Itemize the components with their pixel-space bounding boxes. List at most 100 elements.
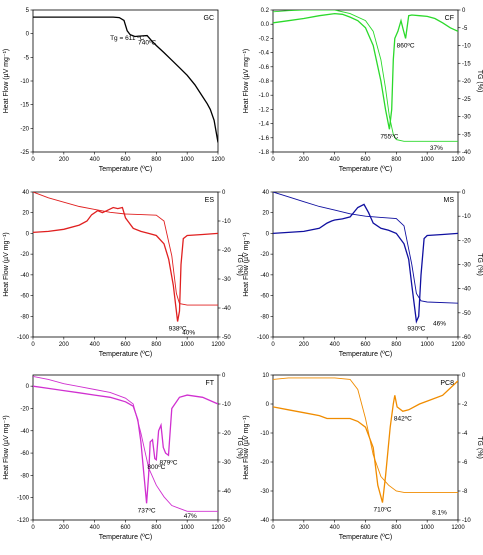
- y-tick-label: -0.2: [259, 36, 270, 42]
- y2-tick-label: -2: [462, 402, 468, 408]
- annotation-label: 755ºC: [380, 133, 398, 140]
- heat-flow-curve: [273, 12, 458, 130]
- panel-label: CF: [445, 15, 454, 22]
- y2-tick-label: -30: [222, 277, 231, 283]
- y2-tick-label: -8: [462, 489, 468, 495]
- x-tick-label: 600: [360, 525, 371, 531]
- y-tick-label: 10: [262, 373, 269, 379]
- panel-label: FT: [205, 380, 214, 387]
- y-tick-label: -60: [260, 294, 269, 300]
- y-axis-label: Heat Flow (µV mg⁻¹): [3, 49, 10, 114]
- panel-label: MS: [444, 197, 455, 204]
- x-tick-label: 1200: [451, 525, 465, 531]
- x-tick-label: 0: [271, 342, 275, 348]
- annotation-label: 930ºC: [407, 325, 425, 332]
- x-tick-label: 600: [120, 157, 131, 163]
- x-tick-label: 1200: [211, 157, 225, 163]
- x-tick-label: 1200: [451, 342, 465, 348]
- panel-label: GC: [204, 15, 215, 22]
- y2-axis-label: TG (%): [476, 70, 483, 93]
- y2-tick-label: -25: [462, 97, 471, 103]
- y-axis-label: Heat Flow (µV mg⁻¹): [243, 49, 250, 114]
- x-axis-label: Temperature (ºC): [339, 166, 393, 173]
- y2-tick-label: -20: [462, 79, 471, 85]
- panel-cf: 0 200 400 600 800 1000 1200 0.2 0.0 -0.2 -0.4 -0.6 -…: [243, 8, 483, 173]
- y2-tick-label: -40: [222, 306, 231, 312]
- y-axis-label: Heat Flow (µV mg⁻¹): [3, 415, 10, 480]
- y-tick-label: -25: [20, 150, 29, 156]
- y-tick-label: -40: [260, 518, 269, 524]
- tg-curve: [273, 377, 458, 493]
- annotation-label: Tg = 611 ºC: [110, 35, 145, 42]
- x-tick-label: 200: [59, 157, 70, 163]
- y-tick-label: 0: [26, 384, 30, 390]
- panel-ft: 0 200 400 600 800 1000 12000-20-40-60-80-100-1…: [3, 373, 243, 541]
- y-tick-label: 0.2: [261, 8, 270, 14]
- y2-axis-label: TG (%): [236, 436, 243, 459]
- y-tick-label: -10: [20, 79, 29, 85]
- x-tick-label: 600: [360, 157, 371, 163]
- panel-ms: 0 200 400 600 800 1000 120040200-20-40-60-80-1…: [243, 190, 483, 358]
- heat-flow-curve: [273, 380, 458, 503]
- x-tick-label: 800: [151, 157, 162, 163]
- plot-frame: [272, 9, 459, 153]
- x-tick-label: 800: [151, 342, 162, 348]
- annotation-label: 860ºC: [397, 42, 415, 49]
- y-tick-label: -1.0: [259, 93, 270, 99]
- annotation-label: 737ºC: [138, 507, 156, 514]
- y-tick-label: 5: [26, 8, 30, 14]
- y-axis-label: Heat Flow (µV mg⁻¹): [243, 415, 250, 480]
- y-tick-label: 20: [262, 211, 269, 217]
- y2-axis-label: TG (%): [476, 253, 483, 276]
- y-tick-label: 40: [262, 190, 269, 196]
- x-tick-label: 600: [120, 342, 131, 348]
- y2-tick-label: -30: [222, 460, 231, 466]
- y-tick-label: -1.2: [259, 107, 270, 113]
- y2-tick-label: -50: [222, 335, 231, 341]
- tg-curve: [273, 10, 458, 142]
- y-tick-label: -40: [260, 273, 269, 279]
- x-tick-label: 1000: [420, 525, 434, 531]
- tg-curve: [33, 375, 218, 512]
- y2-tick-label: -10: [222, 402, 231, 408]
- annotation-label: 740ºC: [138, 40, 156, 47]
- y-tick-label: 0: [266, 231, 270, 237]
- y-tick-label: 20: [22, 211, 29, 217]
- y2-tick-label: -4: [462, 431, 468, 437]
- y2-tick-label: -10: [462, 518, 471, 524]
- plot-frame: [32, 374, 219, 521]
- y-tick-label: -80: [20, 314, 29, 320]
- y-tick-label: -80: [260, 314, 269, 320]
- y-tick-label: -60: [20, 294, 29, 300]
- annotation-label: 842ºC: [394, 415, 412, 422]
- y2-tick-label: -50: [222, 518, 231, 524]
- x-tick-label: 400: [330, 157, 341, 163]
- x-tick-label: 400: [90, 157, 101, 163]
- x-tick-label: 1200: [451, 157, 465, 163]
- y-tick-label: -5: [24, 55, 30, 61]
- y2-tick-label: -40: [462, 287, 471, 293]
- y-tick-label: -15: [20, 103, 29, 109]
- x-tick-label: 200: [299, 525, 310, 531]
- x-tick-label: 200: [59, 342, 70, 348]
- y2-tick-label: -20: [462, 238, 471, 244]
- annotation-label: 47%: [184, 513, 197, 520]
- y2-tick-label: -5: [462, 26, 468, 32]
- y-tick-label: -60: [20, 451, 29, 457]
- tg-curve: [33, 192, 218, 306]
- y-tick-label: -30: [260, 489, 269, 495]
- y2-tick-label: -6: [462, 460, 468, 466]
- y-tick-label: -100: [17, 335, 30, 341]
- x-tick-label: 800: [151, 525, 162, 531]
- y2-axis-label: TG (%): [236, 253, 243, 276]
- x-tick-label: 1000: [420, 157, 434, 163]
- y-tick-label: -20: [20, 126, 29, 132]
- x-tick-label: 0: [271, 157, 275, 163]
- y-tick-label: -20: [20, 252, 29, 258]
- y-tick-label: -1.4: [259, 122, 270, 128]
- x-tick-label: 1200: [211, 342, 225, 348]
- y2-tick-label: -20: [222, 431, 231, 437]
- x-tick-label: 0: [31, 342, 35, 348]
